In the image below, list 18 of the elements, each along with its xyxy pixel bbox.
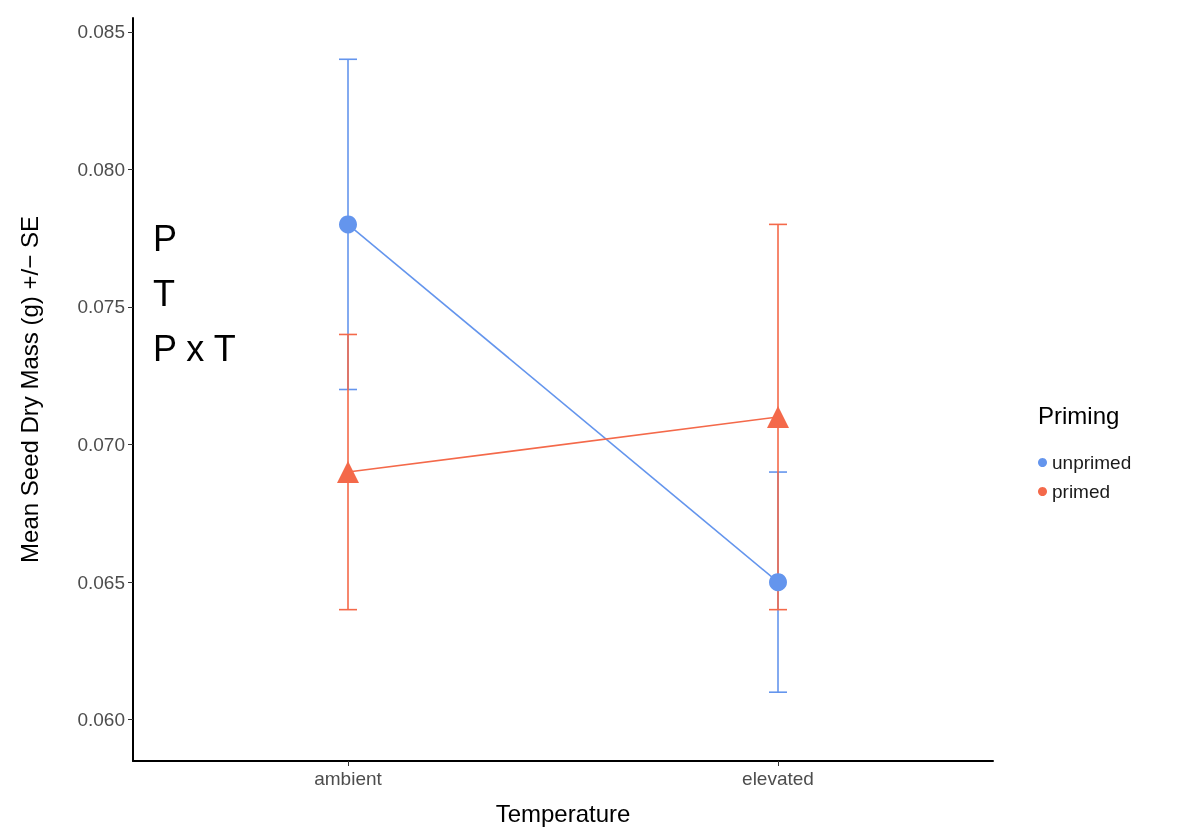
legend-title: Priming xyxy=(1038,401,1120,429)
legend-label: primed xyxy=(1052,481,1111,502)
point xyxy=(339,215,357,234)
y-tick-label: 0.075 xyxy=(77,296,125,318)
x-tick-label: ambient xyxy=(314,768,383,789)
legend-label: unprimed xyxy=(1052,452,1132,473)
y-tick-label: 0.060 xyxy=(77,709,125,731)
annotation: P x T xyxy=(153,327,236,369)
annotation: T xyxy=(153,272,175,314)
y-tick-label: 0.080 xyxy=(77,158,125,180)
x-tick-label: elevated xyxy=(742,768,814,789)
y-axis-title: Mean Seed Dry Mass (g) +/− SE xyxy=(15,216,43,563)
y-tick-label: 0.085 xyxy=(77,21,125,43)
y-tick-label: 0.070 xyxy=(77,434,125,456)
annotation: P xyxy=(153,217,178,259)
y-tick-label: 0.065 xyxy=(77,571,125,593)
point xyxy=(769,573,787,592)
x-axis-title: Temperature xyxy=(495,799,631,827)
